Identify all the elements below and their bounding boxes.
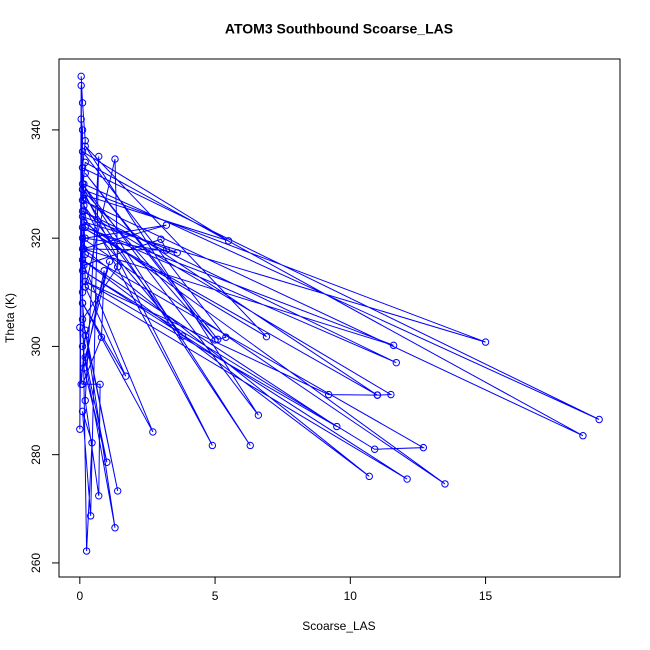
data-point: [78, 342, 87, 351]
y-tick-label: 320: [29, 228, 43, 248]
data-point: [77, 380, 85, 389]
data-point: [214, 335, 222, 344]
data-point: [80, 218, 88, 226]
x-tick-label: 5: [212, 589, 219, 603]
data-point: [78, 234, 87, 242]
data-point: [389, 341, 398, 350]
data-point: [78, 256, 87, 264]
data-point: [441, 480, 449, 488]
data-point: [262, 332, 271, 341]
data-point: [78, 126, 87, 134]
data-point: [80, 191, 88, 199]
data-point: [365, 472, 373, 481]
data-point: [78, 180, 87, 188]
y-tick-label: 260: [29, 553, 43, 573]
data-point: [80, 261, 88, 269]
data-point: [81, 169, 89, 177]
data-point: [78, 185, 87, 194]
data-point: [333, 422, 341, 431]
data-point: [122, 372, 130, 380]
data-point: [157, 235, 165, 243]
data-point: [149, 428, 157, 436]
data-point: [81, 223, 89, 232]
data-point: [208, 441, 217, 450]
data-point: [78, 245, 87, 253]
y-tick-label: 340: [29, 120, 43, 140]
data-point: [162, 246, 171, 254]
data-point: [392, 358, 401, 367]
data-point: [100, 266, 108, 275]
data-point: [80, 196, 88, 204]
data-point: [78, 315, 87, 324]
data-point: [78, 223, 87, 232]
data-point: [95, 152, 103, 161]
data-point: [77, 72, 85, 81]
data-point: [111, 155, 119, 163]
data-point: [419, 443, 428, 452]
data-point: [178, 332, 187, 340]
data-point: [254, 411, 263, 419]
data-point: [595, 415, 603, 424]
data-point: [77, 115, 85, 123]
data-point: [373, 391, 382, 399]
data-point: [81, 158, 89, 167]
data-point: [80, 364, 88, 372]
x-axis-title: Scoarse_LAS: [302, 619, 375, 633]
x-tick-label: 0: [76, 589, 83, 603]
y-tick-label: 300: [29, 336, 43, 356]
data-point: [81, 331, 89, 340]
data-point: [103, 458, 111, 466]
data-point: [82, 547, 91, 555]
data-point: [211, 336, 219, 344]
data-point: [78, 212, 87, 221]
data-point: [403, 475, 411, 483]
data-point: [579, 432, 587, 440]
data-point: [88, 439, 96, 447]
y-tick-label: 280: [29, 444, 43, 464]
data-point: [81, 396, 89, 405]
data-point: [387, 390, 395, 399]
data-point: [81, 234, 89, 242]
data-point: [370, 445, 379, 453]
data-point: [173, 249, 181, 257]
data-point: [78, 299, 87, 307]
data-point: [81, 277, 89, 286]
data-point: [222, 333, 230, 341]
data-point: [78, 266, 87, 275]
data-point: [78, 288, 87, 296]
data-point: [77, 81, 85, 90]
data-point: [76, 323, 84, 332]
data-point: [105, 257, 114, 266]
data-point: [111, 524, 119, 532]
y-axis-title: Theta (K): [3, 293, 17, 343]
plot-frame: [58, 58, 621, 578]
data-point: [97, 333, 106, 341]
data-point: [81, 137, 89, 145]
data-point: [113, 263, 122, 271]
data-point: [80, 201, 88, 210]
data-point: [481, 338, 490, 346]
data-line: [79, 76, 600, 552]
data-point: [81, 353, 89, 361]
data-point: [80, 207, 88, 215]
data-point: [76, 425, 84, 433]
data-point: [78, 147, 87, 156]
x-tick-label: 10: [344, 589, 358, 603]
data-point: [96, 380, 104, 389]
data-point: [246, 441, 254, 450]
data-point: [162, 221, 171, 229]
data-point: [324, 390, 333, 399]
chart-title: ATOM3 Southbound Scoarse_LAS: [225, 21, 453, 37]
data-point: [86, 512, 95, 520]
data-point: [78, 407, 87, 416]
data-point: [113, 487, 122, 495]
data-point: [95, 492, 103, 500]
data-point: [224, 237, 233, 245]
data-point: [78, 99, 87, 107]
x-tick-label: 15: [479, 589, 493, 603]
